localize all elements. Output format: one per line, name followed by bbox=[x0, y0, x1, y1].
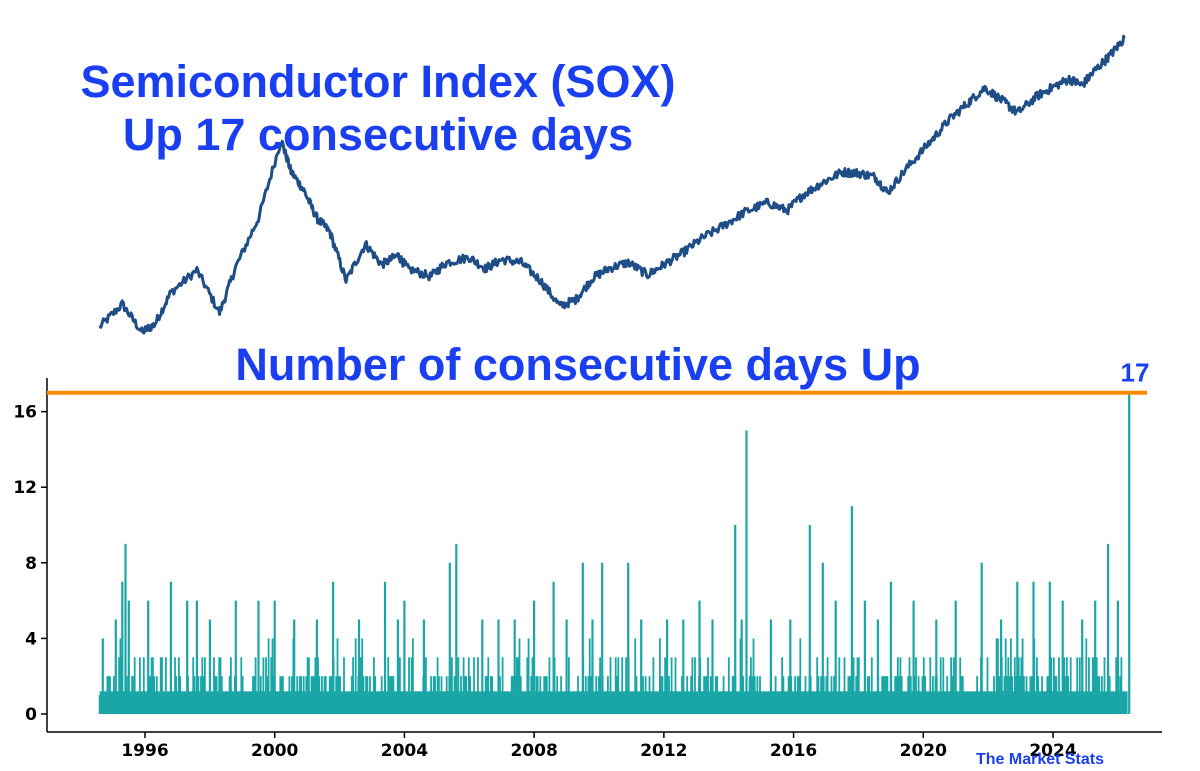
sox-price-chart bbox=[98, 34, 1126, 335]
max-reference: 17 bbox=[47, 358, 1150, 395]
price-chart-title: Semiconductor Index (SOX) bbox=[80, 56, 675, 107]
streak-area-chart bbox=[98, 392, 1131, 714]
x-tick-label: 1996 bbox=[121, 741, 168, 761]
x-tick-label: 2004 bbox=[381, 741, 428, 761]
y-tick-label: 4 bbox=[25, 629, 37, 649]
y-tick-label: 12 bbox=[13, 478, 37, 498]
x-tick-label: 2008 bbox=[510, 741, 557, 761]
streak-axes: 0 4 8 12 16 1996 2000 2004 2008 2012 2016 2020 2024 bbox=[13, 378, 1162, 761]
streak-base-band bbox=[99, 691, 1128, 714]
y-tick-label: 16 bbox=[13, 403, 37, 423]
max-streak-label: 17 bbox=[1121, 358, 1150, 388]
x-tick-label: 2024 bbox=[1029, 741, 1076, 761]
x-tick-label: 2020 bbox=[900, 741, 947, 761]
y-tick-label: 8 bbox=[25, 554, 37, 574]
x-tick-label: 2012 bbox=[640, 741, 687, 761]
watermark-text: The Market Stats bbox=[976, 751, 1104, 768]
x-tick-label: 2000 bbox=[251, 741, 298, 761]
streak-chart-title: Number of consecutive days Up bbox=[235, 339, 920, 390]
sox-price-line bbox=[98, 34, 1126, 335]
x-tick-label: 2016 bbox=[770, 741, 817, 761]
price-chart-subtitle: Up 17 consecutive days bbox=[123, 109, 633, 160]
y-tick-label: 0 bbox=[25, 705, 37, 725]
